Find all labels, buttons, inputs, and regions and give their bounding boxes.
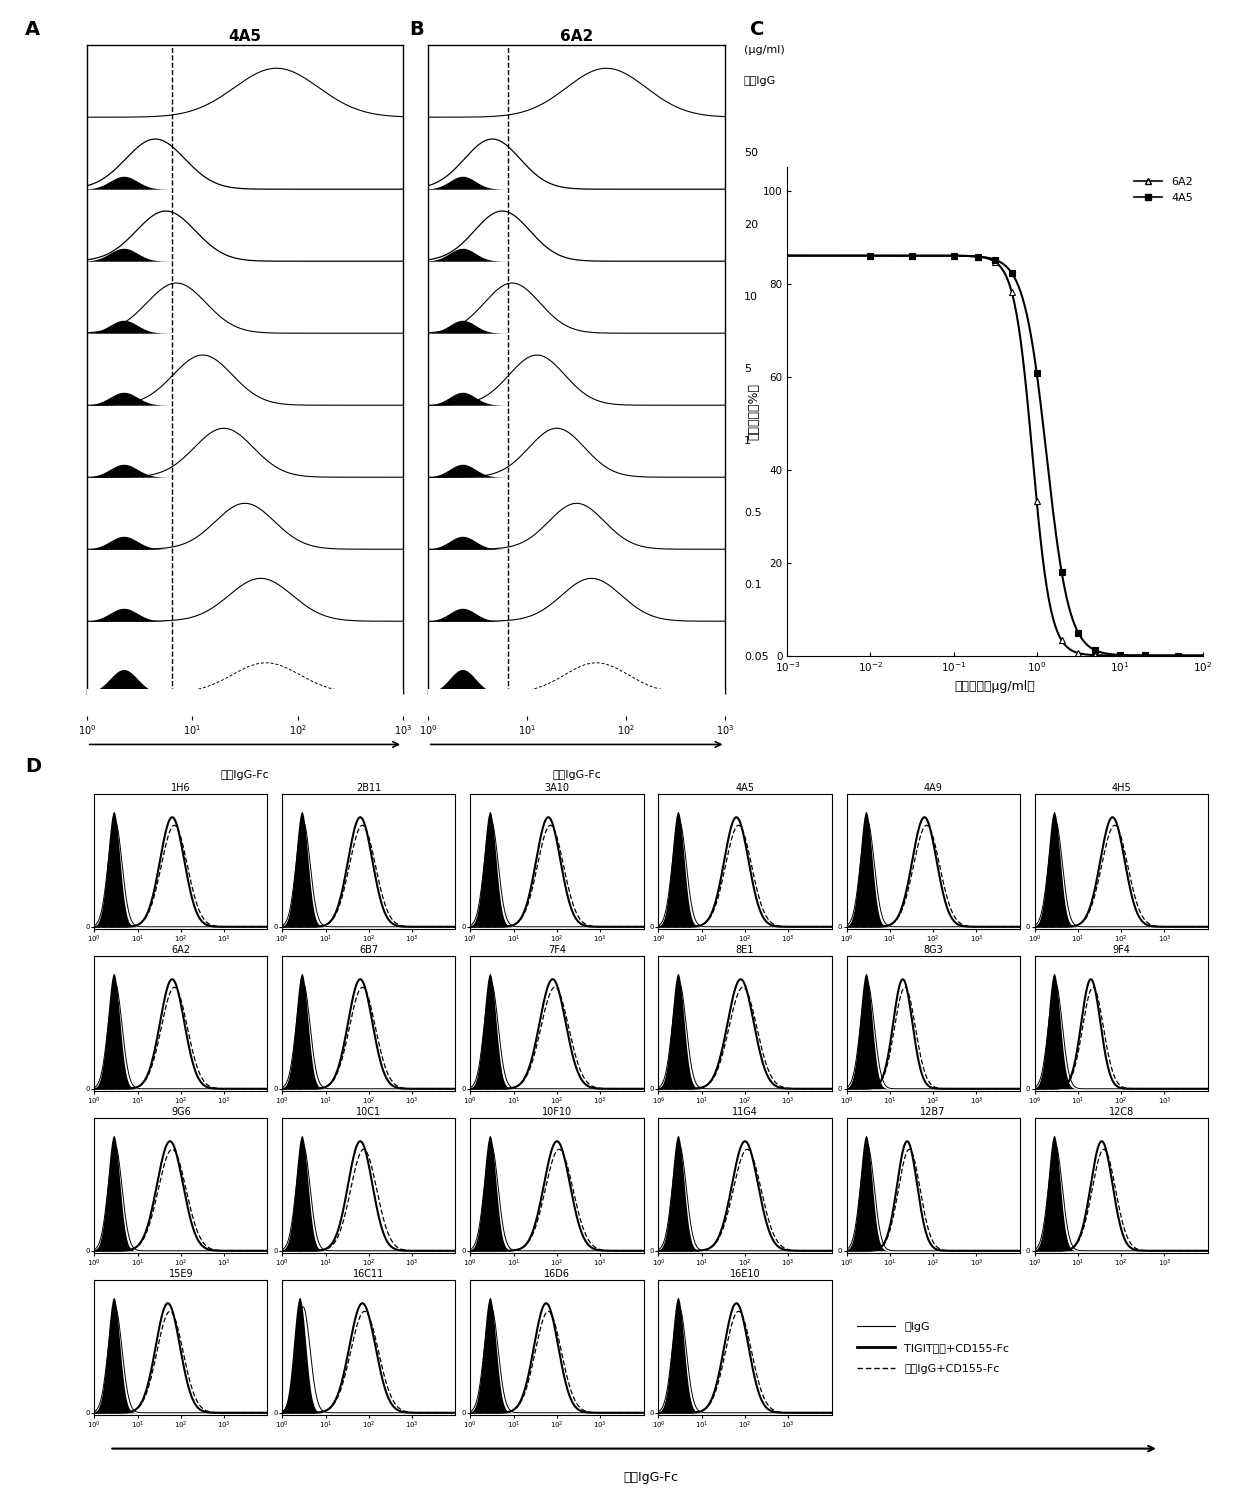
Title: 9G6: 9G6 (171, 1108, 191, 1117)
Text: 抚人IgG-Fc: 抚人IgG-Fc (552, 770, 601, 779)
Text: 50: 50 (744, 148, 758, 158)
Text: A: A (25, 20, 40, 39)
Y-axis label: 结合比例（%）: 结合比例（%） (748, 383, 760, 440)
Title: 8G3: 8G3 (924, 945, 942, 955)
Text: 小鼠IgG: 小鼠IgG (744, 77, 776, 86)
Title: 11G4: 11G4 (732, 1108, 758, 1117)
Text: 5: 5 (744, 365, 751, 374)
Title: 16D6: 16D6 (544, 1269, 570, 1279)
Text: 20: 20 (744, 220, 758, 231)
Title: 12B7: 12B7 (920, 1108, 946, 1117)
Title: 15E9: 15E9 (169, 1269, 193, 1279)
Title: 10F10: 10F10 (542, 1108, 572, 1117)
Title: 7F4: 7F4 (548, 945, 565, 955)
Text: 0.5: 0.5 (744, 508, 761, 518)
Title: 16C11: 16C11 (353, 1269, 384, 1279)
Title: 12C8: 12C8 (1109, 1108, 1133, 1117)
Legend: 6A2, 4A5: 6A2, 4A5 (1130, 173, 1198, 208)
Title: 10C1: 10C1 (356, 1108, 382, 1117)
Text: 1: 1 (744, 436, 751, 446)
Text: D: D (25, 757, 41, 776)
Title: 6A2: 6A2 (171, 945, 190, 955)
Text: (μg/ml): (μg/ml) (744, 45, 785, 56)
Title: 16E10: 16E10 (729, 1269, 760, 1279)
Title: 6B7: 6B7 (360, 945, 378, 955)
Title: 4A5: 4A5 (228, 29, 262, 44)
Text: C: C (750, 20, 765, 39)
Text: 0.1: 0.1 (744, 580, 761, 591)
Title: 6A2: 6A2 (560, 29, 593, 44)
Title: 4H5: 4H5 (1111, 784, 1131, 793)
Title: 8E1: 8E1 (735, 945, 754, 955)
Title: 3A10: 3A10 (544, 784, 569, 793)
Legend: 人IgG, TIGIT抗体+CD155-Fc, 小鼠IgG+CD155-Fc: 人IgG, TIGIT抗体+CD155-Fc, 小鼠IgG+CD155-Fc (852, 1317, 1014, 1379)
Text: 0.05: 0.05 (744, 653, 769, 662)
Title: 2B11: 2B11 (356, 784, 382, 793)
Title: 4A9: 4A9 (924, 784, 942, 793)
Text: 抚人IgG-Fc: 抚人IgG-Fc (624, 1471, 678, 1483)
Text: 10: 10 (744, 292, 758, 303)
Title: 9F4: 9F4 (1112, 945, 1130, 955)
Text: 抚人IgG-Fc: 抚人IgG-Fc (221, 770, 269, 779)
Title: 1H6: 1H6 (171, 784, 191, 793)
Text: B: B (409, 20, 424, 39)
X-axis label: 抗体浓度（μg/ml）: 抗体浓度（μg/ml） (955, 680, 1035, 693)
Title: 4A5: 4A5 (735, 784, 754, 793)
